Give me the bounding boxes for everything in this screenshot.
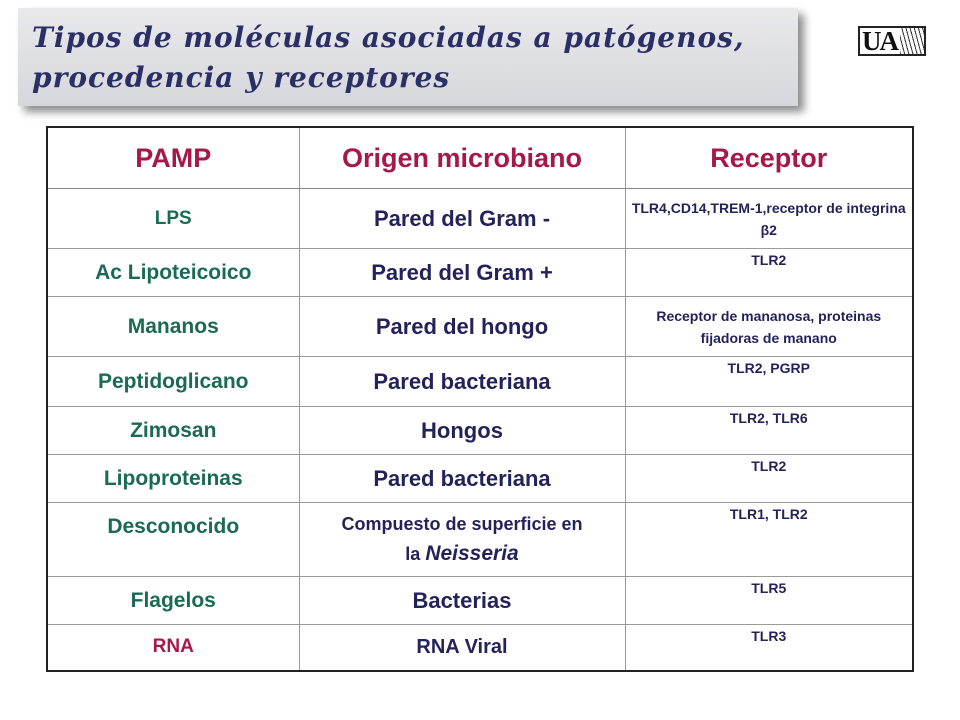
origin-cell: Pared del hongo [298,296,626,357]
origin-cell: Pared del Gram + [298,248,626,297]
header-pamp: PAMP [46,126,300,189]
origin-cell: Pared bacteriana [298,356,626,407]
pamp-table: PAMP Origen microbiano Receptor LPS Pare… [46,126,914,672]
origin-cell: Hongos [298,406,626,455]
table-row: Ac Lipoteicoico Pared del Gram + TLR2 [46,248,914,297]
receptor-cell: Receptor de mananosa, proteinas fijadora… [624,296,914,357]
receptor-cell: TLR1, TLR2 [624,502,914,577]
title-banner: Tipos de moléculas asociadas a patógenos… [18,8,798,106]
table-row: Zimosan Hongos TLR2, TLR6 [46,406,914,455]
origin-genus: Neisseria [425,542,519,565]
pamp-cell: Flagelos [46,576,300,625]
ua-logo: UA [858,26,926,56]
logo-text: UA [862,26,899,56]
pamp-cell: Mananos [46,296,300,357]
pamp-cell: Peptidoglicano [46,356,300,407]
pamp-cell: Lipoproteinas [46,454,300,503]
table-header-row: PAMP Origen microbiano Receptor [46,126,914,189]
receptor-cell: TLR3 [624,624,914,671]
pamp-cell: Ac Lipoteicoico [46,248,300,297]
origin-cell: Pared bacteriana [298,454,626,503]
origin-text: Compuesto de superficie en [341,514,583,534]
origin-cell: Compuesto de superficie en la Neisseria [298,502,626,577]
table-row: Mananos Pared del hongo Receptor de mana… [46,296,914,357]
logo-tree-icon [900,28,924,54]
receptor-cell: TLR5 [624,576,914,625]
receptor-cell: TLR2 [624,454,914,503]
table-row: LPS Pared del Gram - TLR4,CD14,TREM-1,re… [46,188,914,249]
origin-cell: RNA Viral [298,624,626,671]
receptor-cell: TLR2 [624,248,914,297]
pamp-cell: RNA [46,624,300,671]
table-row: Flagelos Bacterias TLR5 [46,576,914,625]
receptor-cell: TLR2, TLR6 [624,406,914,455]
table-row: Peptidoglicano Pared bacteriana TLR2, PG… [46,356,914,407]
title-line-1: Tipos de moléculas asociadas a patógenos… [32,21,745,54]
pamp-cell: Desconocido [46,502,300,577]
header-origin: Origen microbiano [298,126,626,189]
header-receptor: Receptor [624,126,914,189]
receptor-cell: TLR2, PGRP [624,356,914,407]
pamp-cell: LPS [46,188,300,249]
receptor-cell: TLR4,CD14,TREM-1,receptor de integrina β… [624,188,914,249]
origin-prefix: la [405,544,421,564]
table-row: Desconocido Compuesto de superficie en l… [46,502,914,577]
origin-cell: Bacterias [298,576,626,625]
title-line-2: procedencia y receptores [32,61,451,94]
pamp-cell: Zimosan [46,406,300,455]
table-row: RNA RNA Viral TLR3 [46,624,914,671]
table-row: Lipoproteinas Pared bacteriana TLR2 [46,454,914,503]
origin-cell: Pared del Gram - [298,188,626,249]
